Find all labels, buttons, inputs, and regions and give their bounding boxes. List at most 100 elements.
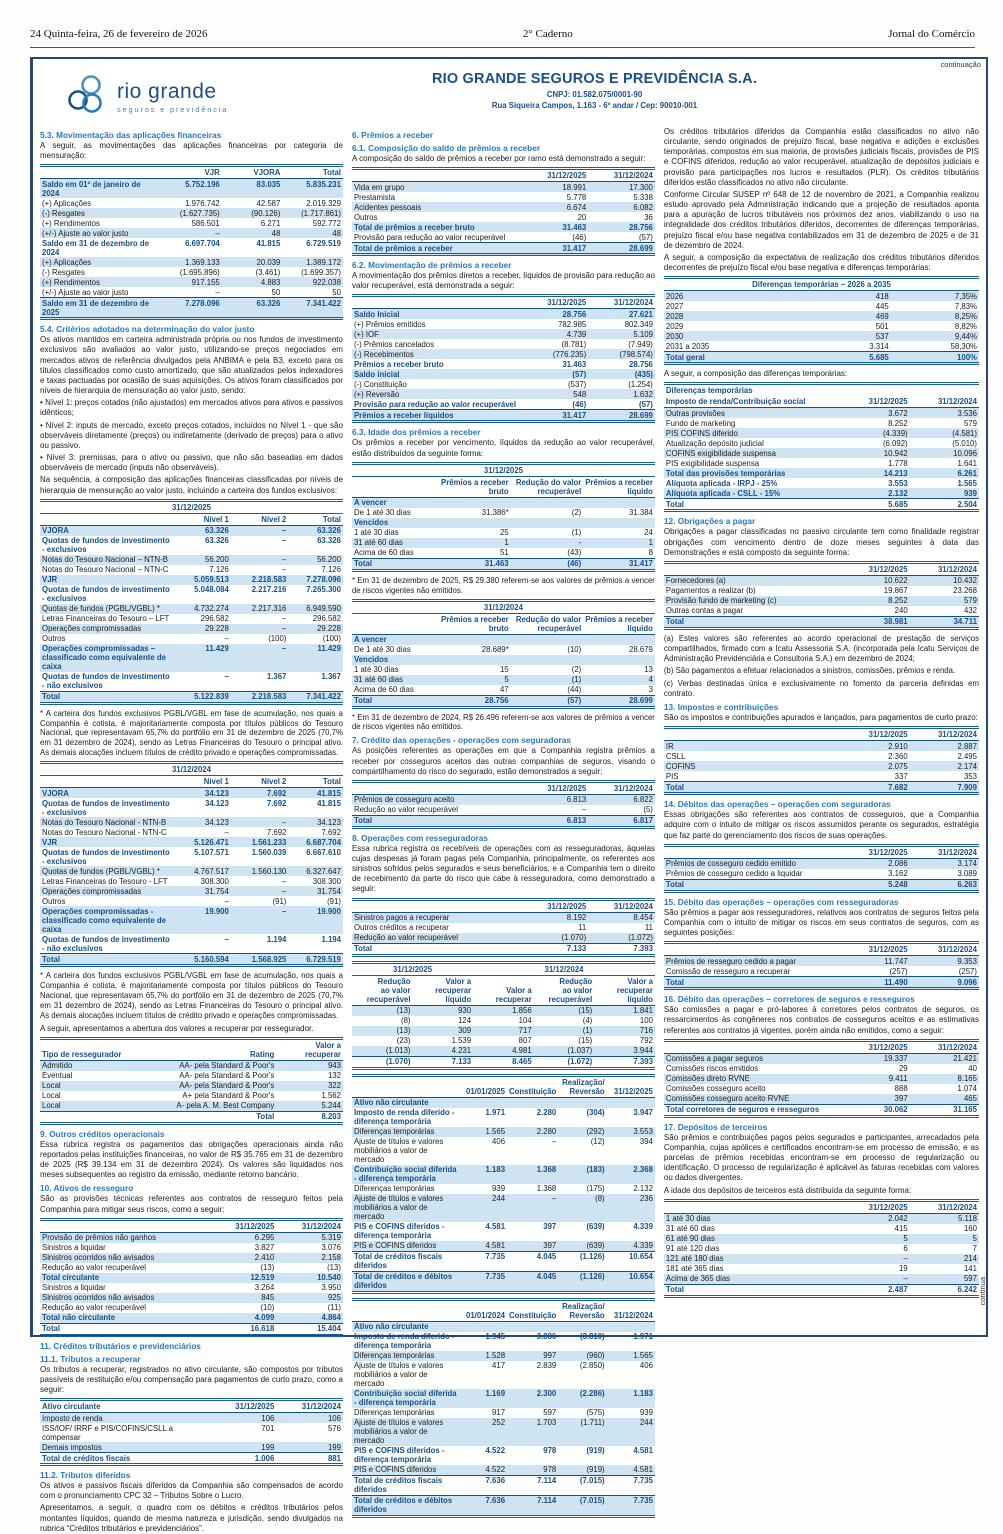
section-15-text: São prêmios a pagar aos resseguradores, … bbox=[663, 907, 979, 938]
cell-value: 1.565 bbox=[485, 1127, 506, 1137]
abertura-intro: A seguir, apresentamos a abertura dos va… bbox=[40, 1023, 314, 1033]
cell-value: 308.300 bbox=[200, 876, 229, 886]
cell-value: 14.213 bbox=[883, 468, 908, 478]
table-period-heading: 31/12/2024 bbox=[40, 762, 343, 777]
row-label: Sinistros a liquidar bbox=[42, 1283, 106, 1293]
table-row: Outras provisões 3.672 3.536 bbox=[663, 407, 979, 419]
row-label: Total bbox=[40, 1322, 210, 1336]
table-row: Ativo não circulante bbox=[351, 1321, 655, 1332]
cell-value: (4.581) bbox=[952, 428, 977, 438]
cell-value: 296.582 bbox=[312, 614, 341, 624]
column-header: 31/12/2025 bbox=[521, 295, 589, 310]
row-label: Total de créditos fiscais diferidos bbox=[351, 1474, 459, 1496]
cell-value: 406 bbox=[492, 1137, 506, 1147]
table-realizacao-2025: 01/01/2025 Constituição Realização/Reversã… bbox=[351, 1073, 655, 1294]
cell-value: 41.815 bbox=[256, 238, 281, 248]
cell-value: 11.429 bbox=[205, 644, 229, 654]
cell-value: (57) bbox=[572, 369, 587, 379]
table-row: (13) 309 717 (1) 716 bbox=[351, 1025, 655, 1036]
column-header: 31/12/2024 bbox=[276, 1399, 343, 1414]
column-header bbox=[351, 476, 436, 498]
cell-value: 406 bbox=[639, 1361, 653, 1371]
cell-value: 1.183 bbox=[633, 1389, 653, 1399]
cell-value: 3.264 bbox=[254, 1283, 275, 1293]
row-label: Prestamista bbox=[353, 192, 396, 202]
cell-value: 432 bbox=[963, 606, 977, 616]
cell-value: – bbox=[282, 644, 287, 654]
cell-value: (1) bbox=[571, 675, 582, 685]
row-label: Total circulante bbox=[42, 1273, 100, 1283]
cell-value: 7.636 bbox=[458, 1474, 508, 1496]
table-row: Ativo não circulante bbox=[351, 1097, 655, 1108]
table-row: (+) Rendimentos 586.501 6.271 592.772 bbox=[40, 218, 343, 228]
row-label: Ajuste de títulos e valores mobiliários … bbox=[353, 1194, 444, 1222]
row-label: Quotas de fundos de investimento - não e… bbox=[42, 672, 170, 691]
column-header bbox=[351, 1075, 459, 1098]
column-header: 31/12/2025 bbox=[521, 168, 589, 183]
cell-value: 1.856 bbox=[512, 1006, 532, 1016]
table-row: IR 2.910 2.887 bbox=[663, 740, 979, 752]
row-label: (+) Aplicações bbox=[42, 198, 92, 208]
row-label: 181 até 365 dias bbox=[665, 1264, 724, 1274]
cell-value: 10.654 bbox=[606, 1250, 655, 1272]
cell-value: (10) bbox=[260, 1303, 275, 1313]
cell-value: (3.810) bbox=[579, 1332, 605, 1342]
cell-value: 132 bbox=[327, 1071, 341, 1081]
cell-value: (798.574) bbox=[619, 349, 653, 359]
row-label: Comissões cosseguro aceito RVNE bbox=[665, 1094, 790, 1104]
cell-value: 7,83% bbox=[954, 301, 977, 311]
cell-value: 939 bbox=[639, 1408, 653, 1418]
row-label: (+) Reversão bbox=[353, 389, 400, 399]
table-row: De 1 até 30 dias 28.689* (10) 28.679 bbox=[352, 645, 655, 655]
cell-value: 597 bbox=[543, 1408, 557, 1418]
cell-value: 5 bbox=[903, 1234, 908, 1244]
cell-value: 2.887 bbox=[957, 741, 977, 751]
cell-value: 56.200 bbox=[204, 555, 229, 565]
table-row: Total de créditos e débitos diferidos 7.7… bbox=[351, 1270, 655, 1293]
column-header: 31/12/2024 bbox=[588, 295, 655, 310]
cell-value: 4.981 bbox=[512, 1046, 532, 1056]
table-row: Total 38.981 34.711 bbox=[663, 615, 979, 629]
section-6-heading: 6. Prêmios a receber bbox=[351, 130, 434, 140]
cell-value: 7.393 bbox=[594, 1055, 655, 1069]
cell-value: 7.265.300 bbox=[306, 585, 341, 595]
table-row: 31 até 60 dias 415 160 bbox=[664, 1224, 979, 1234]
column-header: Nível 1 bbox=[173, 513, 231, 526]
cell-value: 922.038 bbox=[312, 277, 341, 287]
row-label: (-) Resgates bbox=[42, 208, 85, 218]
table-row: Vencidos bbox=[351, 517, 655, 528]
cell-value: 978 bbox=[543, 1446, 557, 1456]
cell-value: 8.203 bbox=[276, 1110, 343, 1124]
table-row: Saldo Inicial 28.756 27.621 bbox=[351, 308, 655, 320]
cell-value: 5.126.471 bbox=[194, 837, 229, 847]
table-row: A vencer bbox=[351, 497, 655, 508]
table-row: Diferenças temporárias 939 1.368 (175) 2.132 bbox=[352, 1184, 655, 1194]
cell-value: 7 bbox=[972, 1244, 977, 1254]
section-name: 2° Caderno bbox=[522, 28, 573, 40]
cell-value: 5.107.571 bbox=[194, 847, 229, 857]
row-label: Prêmios de cosseguro aceito bbox=[353, 795, 455, 805]
column-header: Total bbox=[288, 513, 343, 526]
table-row: CSLL 2.360 2.495 bbox=[664, 751, 979, 761]
cell-value: 7.114 bbox=[507, 1494, 559, 1517]
cell-value: 5 bbox=[504, 675, 509, 685]
table-row: Operações compromissadas - classificado … bbox=[40, 906, 343, 935]
cell-value: 11.747 bbox=[884, 956, 908, 966]
cell-value: 309 bbox=[458, 1026, 472, 1036]
column-header: 31/12/2025 bbox=[840, 942, 910, 957]
cell-value: 56.200 bbox=[317, 555, 341, 565]
table-row: 2027 445 7,83% bbox=[664, 301, 979, 311]
row-label: Diferenças temporárias bbox=[353, 1408, 435, 1418]
row-label: Notas do Tesouro Nacional - NTN-C bbox=[42, 827, 167, 837]
cell-value: 34.711 bbox=[909, 615, 979, 629]
cell-value: 415 bbox=[894, 1224, 908, 1234]
table-row: Fundo de marketing 8.252 579 bbox=[664, 418, 979, 428]
column-header: 01/01/2025 bbox=[458, 1075, 508, 1098]
financial-table: 31/12/2025 31/12/2024 Vida em grupo 18.991 1… bbox=[351, 167, 655, 257]
cell-value: 8.252 bbox=[888, 596, 908, 606]
cell-value: 1.976.742 bbox=[185, 198, 220, 208]
cell-value: – bbox=[903, 1254, 908, 1264]
table-row: Prêmios a receber líquidos 31.417 28.699 bbox=[351, 409, 655, 422]
cell-value: 7.692 bbox=[266, 798, 287, 808]
cell-value: 322 bbox=[327, 1081, 341, 1091]
